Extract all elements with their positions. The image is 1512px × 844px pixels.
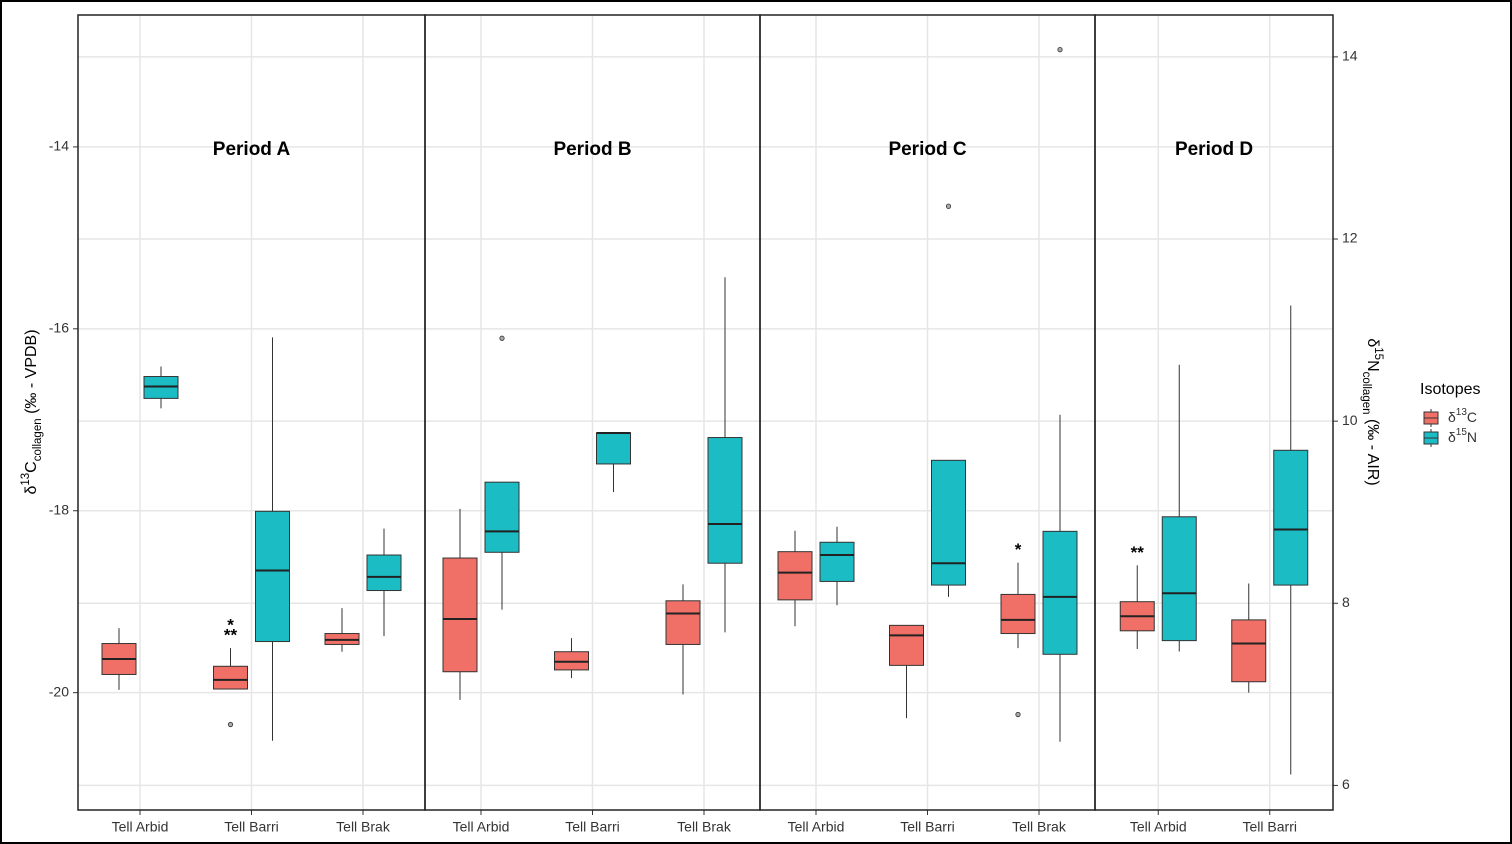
box xyxy=(442,557,478,673)
box xyxy=(1273,449,1309,586)
box xyxy=(1231,619,1267,683)
box xyxy=(819,541,855,582)
x-tick-label: Tell Arbid xyxy=(453,819,510,835)
legend-label: δ13C xyxy=(1448,407,1477,425)
box xyxy=(1161,516,1197,642)
box xyxy=(484,481,520,553)
facet-title: Period B xyxy=(553,139,631,160)
x-tick-label: Tell Barri xyxy=(565,819,619,835)
outlier xyxy=(945,203,952,209)
box xyxy=(213,665,248,690)
outlier xyxy=(227,721,234,728)
box xyxy=(777,551,813,601)
label-part: δ xyxy=(23,486,40,495)
facet-title: Period D xyxy=(1175,139,1253,160)
label-part: (‰ - AIR) xyxy=(1364,415,1381,486)
label-part: N xyxy=(1364,360,1381,372)
box xyxy=(596,432,631,465)
x-tick-label: Tell Arbid xyxy=(788,819,845,835)
outlier xyxy=(1015,711,1021,718)
annotation: * xyxy=(227,616,234,635)
x-tick-label: Tell Brak xyxy=(336,819,391,835)
y2-tick-label: 8 xyxy=(1342,594,1350,610)
y-tick-label: -16 xyxy=(49,320,69,336)
x-tick-label: Tell Brak xyxy=(1012,819,1067,835)
box xyxy=(889,624,924,666)
label-part: 13 xyxy=(20,473,32,486)
label-part: δ xyxy=(1364,338,1381,347)
y2-tick-label: 14 xyxy=(1342,48,1358,64)
box xyxy=(255,510,290,643)
y2-axis-title: δ15Ncollagen (‰ - AIR) xyxy=(1360,338,1384,485)
x-tick-label: Tell Arbid xyxy=(1130,819,1187,835)
legend-label-part: 15 xyxy=(1456,427,1468,438)
y-axis-title: δ13Ccollagen (‰ - VPDB) xyxy=(20,329,44,494)
box xyxy=(931,459,966,586)
box xyxy=(707,437,743,564)
legend-label: δ15N xyxy=(1448,427,1477,445)
x-tick-label: Tell Arbid xyxy=(112,819,169,835)
annotation: ** xyxy=(1131,543,1145,562)
legend-title: Isotopes xyxy=(1420,381,1480,398)
label-part: collagen xyxy=(32,418,44,461)
y2-tick-label: 10 xyxy=(1342,412,1358,428)
box xyxy=(366,554,402,592)
label-part: collagen xyxy=(1360,372,1372,415)
legend-label-part: δ xyxy=(1448,409,1456,425)
panel-border xyxy=(1094,14,1334,811)
label-part: C xyxy=(23,461,40,473)
outlier xyxy=(499,335,505,341)
x-tick-label: Tell Barri xyxy=(1243,819,1297,835)
box xyxy=(665,600,701,645)
label-part: 15 xyxy=(1372,347,1384,360)
outlier xyxy=(1057,47,1063,53)
annotation: * xyxy=(1015,540,1022,559)
box xyxy=(1000,593,1036,635)
x-tick-label: Tell Brak xyxy=(677,819,732,835)
legend-label-part: δ xyxy=(1448,429,1456,445)
legend-label-part: N xyxy=(1467,429,1477,445)
x-tick-label: Tell Barri xyxy=(900,819,954,835)
y-tick-label: -20 xyxy=(49,683,69,699)
x-tick-label: Tell Barri xyxy=(224,819,278,835)
legend-label-part: 13 xyxy=(1456,407,1468,418)
y2-tick-label: 6 xyxy=(1342,776,1350,792)
annotation: ** xyxy=(224,626,238,645)
legend-label-part: C xyxy=(1467,409,1477,425)
facet-title: Period C xyxy=(888,139,966,160)
y2-tick-label: 12 xyxy=(1342,230,1358,246)
facet-title: Period A xyxy=(213,139,291,160)
y-tick-label: -14 xyxy=(49,138,69,154)
label-part: (‰ - VPDB) xyxy=(23,329,40,418)
box xyxy=(1042,530,1078,655)
y-tick-label: -18 xyxy=(49,501,69,517)
